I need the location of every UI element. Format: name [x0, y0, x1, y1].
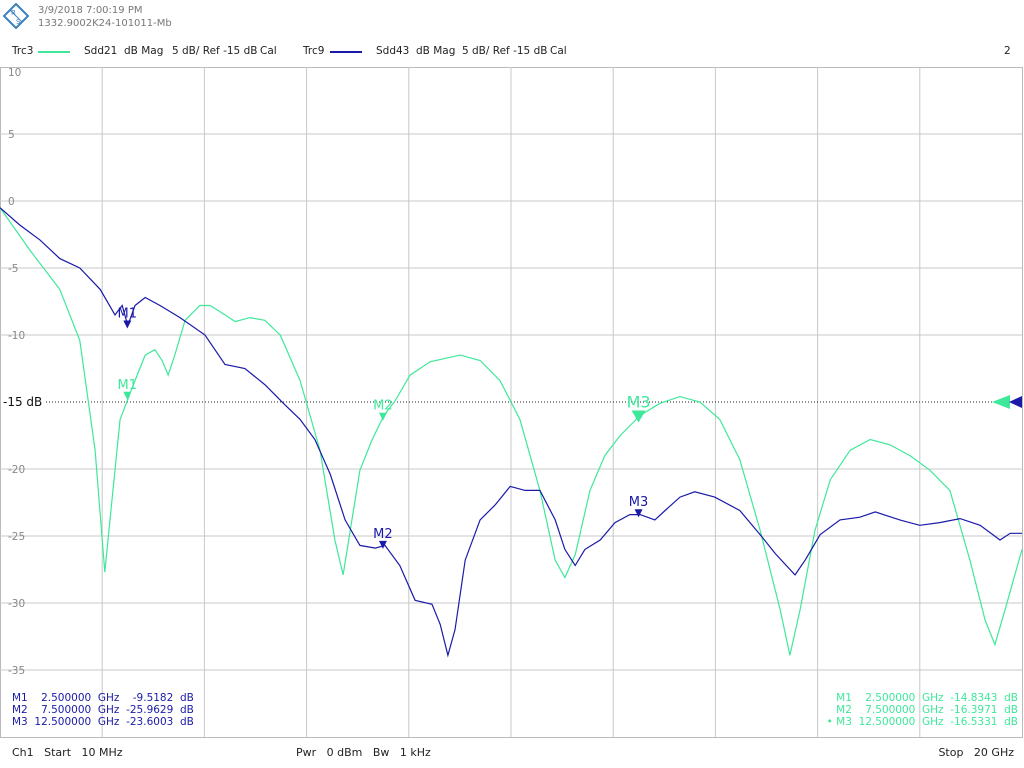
trace-name: Trc9 [303, 45, 325, 57]
marker-row-m3: • M3 12.500000 GHz -16.5331 dB [826, 716, 1018, 728]
marker-label: M2 [373, 399, 393, 414]
start-frequency[interactable]: Ch1 Start 10 MHz [12, 746, 123, 759]
trace-format: dB Mag [124, 45, 164, 57]
marker-row-m2: M2 7.500000 GHz -25.9629 dB [12, 704, 194, 716]
trace-line-swatch [330, 51, 362, 53]
trace-scale: 5 dB/ Ref -15 dB [462, 45, 548, 57]
y-tick-label: -35 [8, 665, 25, 677]
marker-label: M3 [629, 495, 649, 510]
marker-m2-icon [378, 540, 387, 549]
marker-m2-icon [378, 412, 387, 421]
marker-label: M1 [118, 378, 138, 393]
trace-sdd21 [0, 207, 1023, 656]
y-tick-label: -20 [8, 464, 25, 476]
marker-table-trc9: M1 2.500000 GHz -9.5182 dB M2 7.500000 G… [12, 692, 194, 728]
marker-row-m3: M3 12.500000 GHz -23.6003 dB [12, 716, 194, 728]
trace-name: Trc3 [12, 45, 34, 57]
trace-param: Sdd21 [84, 45, 118, 57]
y-tick-label: 5 [8, 129, 15, 141]
window-number: 2 [1004, 45, 1011, 57]
trace-sdd43 [0, 207, 1022, 658]
y-tick-label: 10 [8, 67, 21, 79]
y-tick-label: -5 [8, 263, 18, 275]
trace-line-swatch [38, 51, 70, 53]
trace-cal: Cal [550, 45, 567, 57]
marker-label: M2 [373, 527, 393, 542]
trace-scale: 5 dB/ Ref -15 dB [172, 45, 258, 57]
marker-m1-icon [123, 391, 132, 400]
y-tick-label: -15 dB [3, 395, 42, 409]
marker-m1-icon [123, 320, 132, 329]
y-tick-label: -25 [8, 531, 25, 543]
marker-row-m1: M1 2.500000 GHz -14.8343 dB [836, 692, 1018, 704]
reference-arrow-trc9-icon [1009, 396, 1022, 408]
trace-param: Sdd43 [376, 45, 410, 57]
reference-arrow-trc3-icon [992, 395, 1010, 409]
marker-row-m1: M1 2.500000 GHz -9.5182 dB [12, 692, 194, 704]
marker-table-trc3: M1 2.500000 GHz -14.8343 dB M2 7.500000 … [827, 692, 1018, 728]
device-id: 1332.9002K24-101011-Mb [38, 18, 172, 29]
stop-frequency[interactable]: Stop 20 GHz [938, 746, 1014, 759]
svg-text:S: S [16, 18, 21, 26]
marker-row-m2: M2 7.500000 GHz -16.3971 dB [836, 704, 1018, 716]
marker-label: M3 [627, 393, 651, 412]
y-tick-label: 0 [8, 196, 15, 208]
svg-text:R: R [11, 9, 16, 17]
trace-format: dB Mag [416, 45, 456, 57]
marker-m3-icon [631, 410, 646, 423]
trace-cal: Cal [260, 45, 277, 57]
rs-logo-icon: RS [3, 3, 29, 29]
datetime: 3/9/2018 7:00:19 PM [38, 5, 143, 16]
marker-label: M1 [118, 307, 138, 322]
y-tick-label: -30 [8, 598, 25, 610]
power-bandwidth[interactable]: Pwr 0 dBm Bw 1 kHz [296, 746, 431, 759]
y-tick-label: -10 [8, 330, 25, 342]
marker-m3-icon [634, 509, 643, 518]
